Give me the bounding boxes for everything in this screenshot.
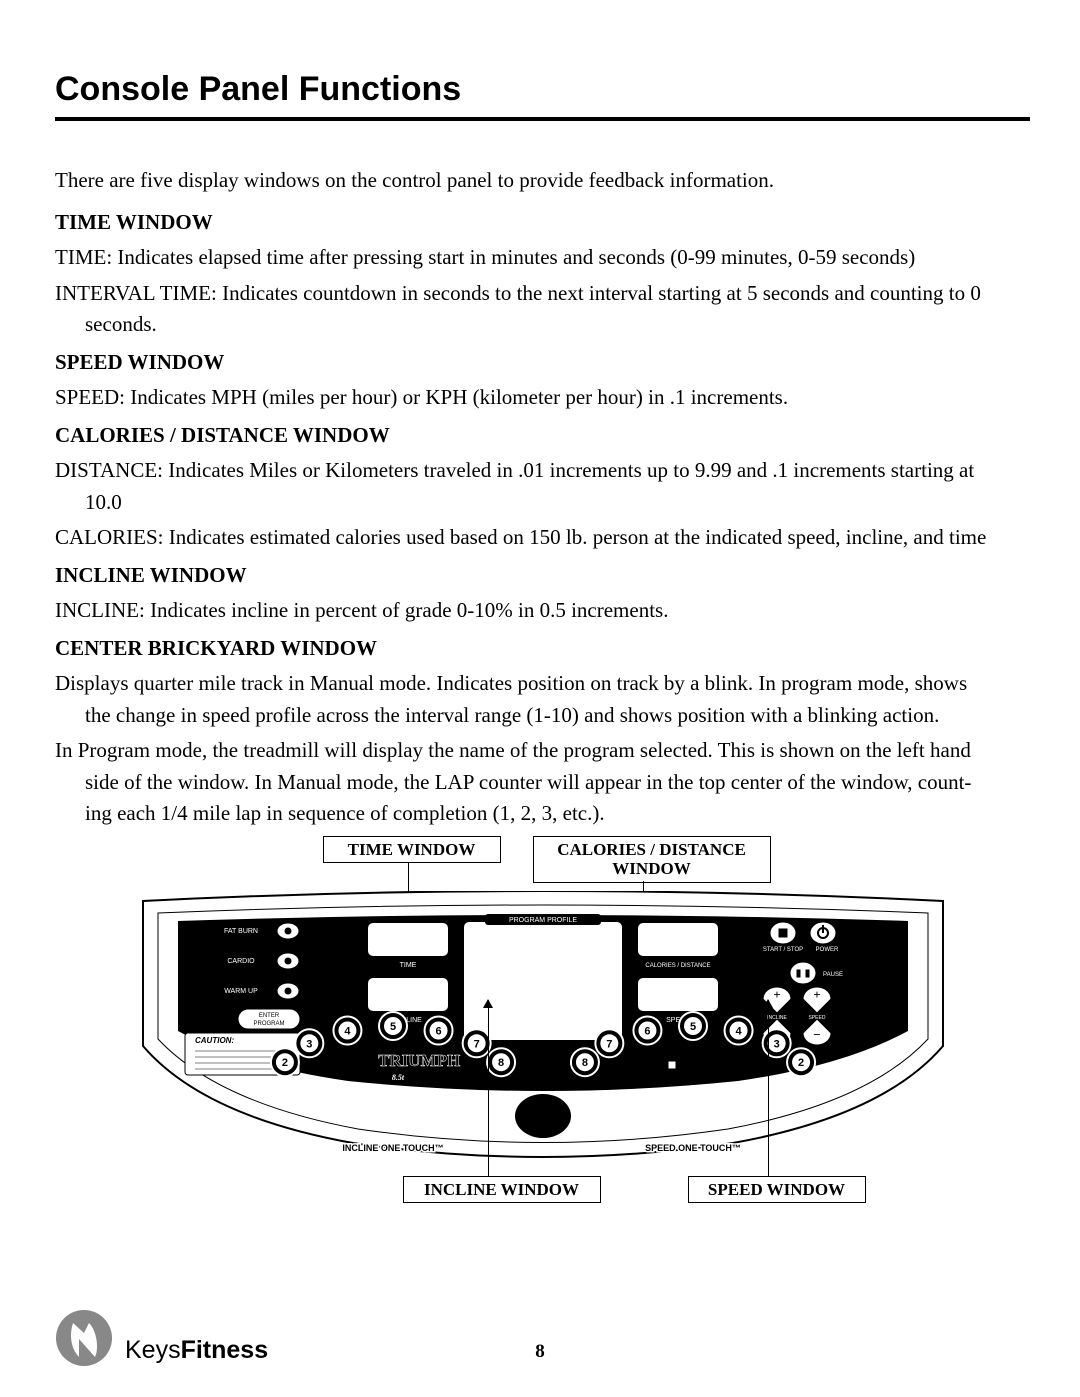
brand-keys: Keys <box>125 1336 181 1364</box>
svg-text:2: 2 <box>281 1057 287 1069</box>
arrow-speed <box>768 1000 770 1176</box>
heading-speed: SPEED WINDOW <box>55 347 1030 379</box>
svg-text:POWER: POWER <box>815 947 838 953</box>
svg-text:INCLINE: INCLINE <box>767 1015 787 1021</box>
svg-text:3: 3 <box>773 1038 779 1050</box>
page-number: 8 <box>535 1341 545 1363</box>
svg-text:+: + <box>773 987 780 1002</box>
svg-text:3: 3 <box>306 1038 312 1050</box>
brand-text: KeysFitness <box>125 1336 268 1365</box>
caldist-p1a: DISTANCE: Indicates Miles or Kilometers … <box>55 458 974 482</box>
console-svg: PROGRAM PROFILE TIME INCLINE CALORIES / … <box>123 891 963 1171</box>
svg-text:PROGRAM PROFILE: PROGRAM PROFILE <box>508 917 576 924</box>
svg-text:ENTER: ENTER <box>258 1013 279 1019</box>
caldist-p2: CALORIES: Indicates estimated calories u… <box>55 522 1030 554</box>
svg-text:FAT BURN: FAT BURN <box>224 928 258 935</box>
heading-caldist: CALORIES / DISTANCE WINDOW <box>55 420 1030 452</box>
console-diagram: TIME WINDOW CALORIES / DISTANCE WINDOW <box>123 836 963 1206</box>
time-p2b: seconds. <box>55 309 1030 341</box>
svg-text:5: 5 <box>689 1021 695 1033</box>
svg-text:SPEED: SPEED <box>681 1052 705 1059</box>
svg-text:WARM UP: WARM UP <box>224 988 258 995</box>
svg-text:TRIUMPH: TRIUMPH <box>378 1051 460 1070</box>
page-footer: KeysFitness 8 <box>55 1307 1025 1367</box>
svg-text:−: − <box>813 1027 820 1042</box>
brickyard-p2a: In Program mode, the treadmill will disp… <box>55 738 971 762</box>
body-text: There are five display windows on the co… <box>55 165 1030 1206</box>
label-caldist-l1: CALORIES / DISTANCE <box>557 840 746 859</box>
caldist-p1: DISTANCE: Indicates Miles or Kilometers … <box>55 455 1030 518</box>
svg-text:+: + <box>813 987 820 1002</box>
svg-text:7: 7 <box>606 1038 612 1050</box>
svg-text:WARM UP: WARM UP <box>601 1079 630 1085</box>
svg-text:8.5t: 8.5t <box>391 1073 404 1082</box>
time-p2a: INTERVAL TIME: Indicates countdown in se… <box>55 281 981 305</box>
svg-text:5: 5 <box>389 1021 395 1033</box>
svg-text:PAUSE: PAUSE <box>823 972 843 978</box>
label-caldist-window: CALORIES / DISTANCE WINDOW <box>533 836 771 883</box>
heading-brickyard: CENTER BRICKYARD WINDOW <box>55 633 1030 665</box>
svg-text:CALORIES / DISTANCE: CALORIES / DISTANCE <box>645 963 710 969</box>
svg-text:CAUTION:: CAUTION: <box>195 1036 234 1045</box>
svg-text:PROGRAM: PROGRAM <box>253 1021 284 1027</box>
svg-text:8: 8 <box>498 1057 504 1069</box>
brickyard-p1a: Displays quarter mile track in Manual mo… <box>55 671 967 695</box>
incline-p1: INCLINE: Indicates incline in percent of… <box>55 595 1030 627</box>
svg-text:INCLINE: INCLINE <box>681 1064 709 1071</box>
svg-text:SPEED: SPEED <box>808 1015 825 1021</box>
svg-text:8: 8 <box>581 1057 587 1069</box>
svg-text:INCLINE ONE TOUCH™: INCLINE ONE TOUCH™ <box>342 1143 443 1153</box>
page-title: Console Panel Functions <box>55 70 1030 109</box>
brand-fitness: Fitness <box>181 1336 269 1364</box>
svg-text:FAT BURN: FAT BURN <box>475 1079 504 1085</box>
svg-text:CARDIO: CARDIO <box>541 1079 565 1085</box>
label-time-window: TIME WINDOW <box>323 836 501 864</box>
caldist-p1b: 10.0 <box>55 487 1030 519</box>
brickyard-p1b: the change in speed profile across the i… <box>55 700 1030 732</box>
heading-time: TIME WINDOW <box>55 207 1030 239</box>
keysfitness-logo-icon <box>55 1309 113 1367</box>
label-caldist-l2: WINDOW <box>612 859 690 878</box>
svg-text:6: 6 <box>435 1025 441 1037</box>
brickyard-p2b: side of the window. In Manual mode, the … <box>55 767 1030 799</box>
svg-text:4: 4 <box>344 1025 351 1037</box>
svg-text:7: 7 <box>473 1038 479 1050</box>
title-rule <box>55 117 1030 121</box>
speed-p1: SPEED: Indicates MPH (miles per hour) or… <box>55 382 1030 414</box>
svg-text:START / STOP: START / STOP <box>762 947 802 953</box>
heading-incline: INCLINE WINDOW <box>55 560 1030 592</box>
time-p1: TIME: Indicates elapsed time after press… <box>55 242 1030 274</box>
label-speed-window: SPEED WINDOW <box>688 1176 866 1204</box>
intro-paragraph: There are five display windows on the co… <box>55 165 1030 197</box>
svg-text:SPEED ONE TOUCH™: SPEED ONE TOUCH™ <box>645 1143 741 1153</box>
svg-text:6: 6 <box>644 1025 650 1037</box>
brickyard-p2: In Program mode, the treadmill will disp… <box>55 735 1030 830</box>
brickyard-p1: Displays quarter mile track in Manual mo… <box>55 668 1030 731</box>
svg-text:TIME: TIME <box>399 962 416 969</box>
svg-text:2: 2 <box>798 1057 804 1069</box>
time-p2: INTERVAL TIME: Indicates countdown in se… <box>55 278 1030 341</box>
svg-text:CARDIO: CARDIO <box>227 958 255 965</box>
label-incline-window: INCLINE WINDOW <box>403 1176 601 1204</box>
arrow-incline <box>488 1000 490 1176</box>
brickyard-p2c: ing each 1/4 mile lap in sequence of com… <box>55 798 1030 830</box>
svg-text:4: 4 <box>735 1025 742 1037</box>
